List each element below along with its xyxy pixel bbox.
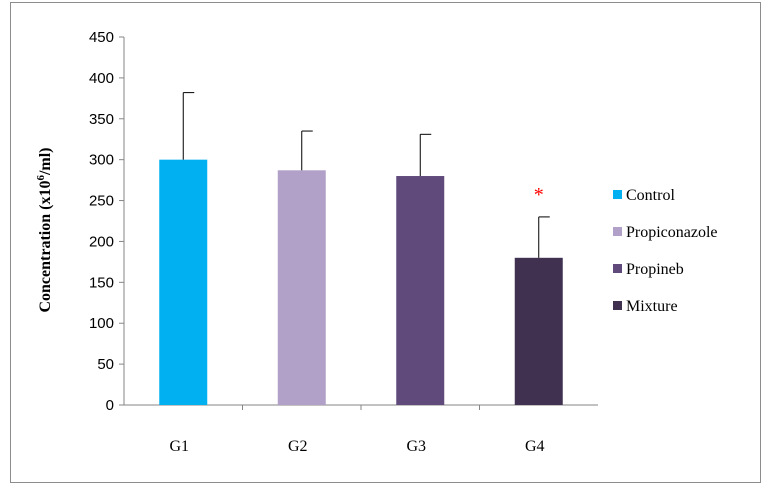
y-tick-label: 450 xyxy=(89,29,114,46)
bars: G1 G2 G3 G4 * xyxy=(159,92,563,455)
legend: Control Propiconazole Propineb Mixture xyxy=(613,187,718,315)
y-tick-label: 400 xyxy=(89,70,114,87)
legend-swatch xyxy=(613,227,622,236)
legend-swatch xyxy=(613,190,622,199)
bar xyxy=(396,176,445,405)
legend-label: Propiconazole xyxy=(626,224,718,241)
x-tick-label: G2 xyxy=(288,438,308,455)
y-tick-label: 0 xyxy=(106,397,114,414)
legend-label: Propineb xyxy=(626,261,684,278)
x-tick-label: G4 xyxy=(525,438,545,455)
bar xyxy=(514,257,563,405)
y-tick-label: 350 xyxy=(89,111,114,128)
y-tick-label: 150 xyxy=(89,274,114,291)
bar xyxy=(159,159,208,405)
legend-label: Mixture xyxy=(626,298,678,315)
legend-swatch xyxy=(613,264,622,273)
x-tick-label: G3 xyxy=(406,438,426,455)
significance-marker: * xyxy=(534,184,544,206)
legend-label: Control xyxy=(626,187,675,204)
legend-swatch xyxy=(613,301,622,310)
y-tick-label: 100 xyxy=(89,315,114,332)
y-tick-label: 300 xyxy=(89,152,114,169)
y-axis-label: Concentration (x106/ml) xyxy=(35,147,54,312)
y-tick-label: 200 xyxy=(89,233,114,250)
y-tick-label: 250 xyxy=(89,193,114,210)
bar xyxy=(277,170,326,405)
chart-frame xyxy=(10,2,761,483)
x-tick-label: G1 xyxy=(169,438,189,455)
y-tick-label: 50 xyxy=(97,356,114,373)
